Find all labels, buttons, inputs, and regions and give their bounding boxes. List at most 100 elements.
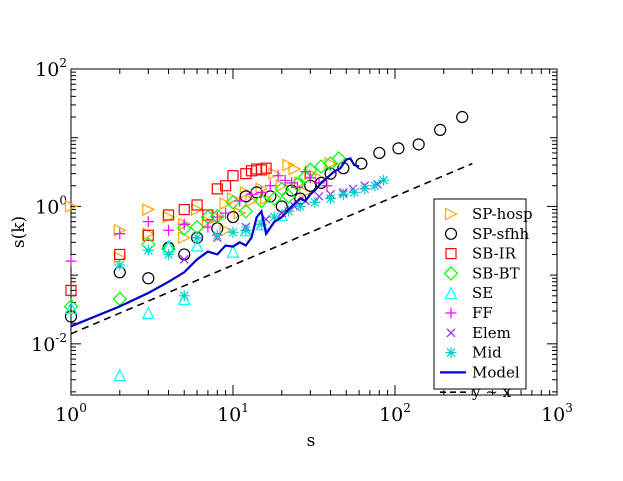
point-ff xyxy=(114,228,126,240)
point-sb-bt xyxy=(274,181,290,197)
ticks xyxy=(70,69,558,395)
legend-label: SP-sfhh xyxy=(472,225,530,243)
point-sb-bt xyxy=(63,299,79,314)
point-sp-sfhh xyxy=(392,142,405,155)
x-tick-label: 102 xyxy=(379,401,411,426)
point-ff xyxy=(264,180,276,192)
point-mid xyxy=(337,188,349,200)
point-mid xyxy=(359,183,371,195)
point-sb-ir xyxy=(114,248,126,261)
reference-line xyxy=(70,162,473,335)
point-sp-hosp xyxy=(178,231,192,245)
legend-symbol xyxy=(443,266,459,281)
point-mid xyxy=(256,218,268,230)
series-se xyxy=(64,208,289,382)
point-sb-ir xyxy=(191,199,203,211)
point-sb-bt xyxy=(225,194,241,210)
legend-item-sb-bt: SB-BT xyxy=(443,264,520,282)
series-sp-sfhh xyxy=(64,110,469,323)
point-se xyxy=(141,306,155,320)
point-mid xyxy=(163,248,175,260)
point-ff xyxy=(234,195,246,207)
point-ff xyxy=(256,186,268,198)
legend-item-mid: Mid xyxy=(445,344,502,362)
legend-item-sp-sfhh: SP-sfhh xyxy=(444,225,530,243)
legend-label: Mid xyxy=(472,344,502,362)
point-sp-hosp xyxy=(64,199,78,213)
point-sb-bt xyxy=(238,203,254,219)
point-se xyxy=(64,301,78,315)
point-sb-bt xyxy=(267,191,282,206)
point-sb-bt xyxy=(281,189,296,204)
legend-symbol xyxy=(446,328,456,338)
y-tick-label: 100 xyxy=(35,193,67,218)
point-ff xyxy=(163,224,175,236)
legend-item-sp-hosp: SP-hosp xyxy=(444,205,533,223)
point-sb-ir xyxy=(240,168,252,180)
legend-item-se: SE xyxy=(444,284,493,302)
series-layer xyxy=(63,110,469,382)
point-mid xyxy=(309,196,321,208)
point-sb-bt xyxy=(209,208,225,224)
point-sp-sfhh xyxy=(373,146,386,160)
point-sp-hosp xyxy=(259,192,273,206)
legend-label: Elem xyxy=(472,324,511,342)
legend-item-elem: Elem xyxy=(446,324,511,342)
x-axis-label: s xyxy=(307,431,316,451)
tick-labels: 100 101 102 103 10-2 100 102 xyxy=(31,56,573,426)
point-elem xyxy=(179,254,189,264)
point-mid xyxy=(211,229,223,241)
legend-label: SB-BT xyxy=(472,264,520,282)
lines-layer xyxy=(70,157,473,335)
point-se xyxy=(113,368,127,382)
point-mid xyxy=(378,174,390,186)
point-ff xyxy=(321,180,333,192)
series-sb-bt xyxy=(63,151,347,314)
plot-frame xyxy=(70,68,558,396)
point-sp-hosp xyxy=(219,223,233,237)
point-ff xyxy=(220,207,232,219)
point-mid xyxy=(294,200,306,212)
point-sp-sfhh xyxy=(456,110,469,124)
legend-symbol xyxy=(445,248,457,260)
point-ff xyxy=(202,221,214,233)
x-tick-label: 101 xyxy=(217,401,249,426)
point-sp-sfhh xyxy=(324,167,337,180)
point-sb-ir xyxy=(65,284,77,296)
point-elem xyxy=(314,191,324,201)
legend-symbol xyxy=(445,347,457,359)
point-se xyxy=(226,244,240,258)
x-tick-label: 103 xyxy=(541,401,573,426)
legend-symbol xyxy=(444,207,458,221)
y-tick-label: 10-2 xyxy=(31,331,67,356)
legend-label: SB-IR xyxy=(472,245,517,263)
point-mid xyxy=(369,180,381,192)
series-mid xyxy=(114,174,390,302)
point-mid xyxy=(325,193,337,205)
point-mid xyxy=(240,224,252,236)
legend-label: SP-hosp xyxy=(472,205,533,223)
point-sp-sfhh xyxy=(355,157,368,170)
point-sp-sfhh xyxy=(434,123,447,136)
legend-symbol xyxy=(444,227,458,240)
point-sp-hosp xyxy=(282,158,296,172)
point-sb-bt xyxy=(176,220,192,236)
legend-item-sb-ir: SB-IR xyxy=(445,245,517,263)
point-ff xyxy=(286,177,298,189)
point-mid xyxy=(142,244,154,256)
point-ff xyxy=(272,170,284,182)
model-line xyxy=(70,157,360,328)
point-sp-sfhh xyxy=(142,272,155,285)
point-sb-bt xyxy=(254,193,269,209)
point-mid xyxy=(268,211,280,223)
point-sb-ir xyxy=(227,170,239,182)
point-sp-hosp xyxy=(142,203,156,217)
point-sb-bt xyxy=(331,151,347,166)
point-sb-ir xyxy=(260,162,272,174)
point-sb-ir xyxy=(178,203,190,216)
point-sb-ir xyxy=(142,229,154,241)
point-mid xyxy=(191,232,203,244)
point-ff xyxy=(142,216,154,228)
legend-symbol xyxy=(445,307,457,319)
legend-label: Model xyxy=(472,363,520,381)
